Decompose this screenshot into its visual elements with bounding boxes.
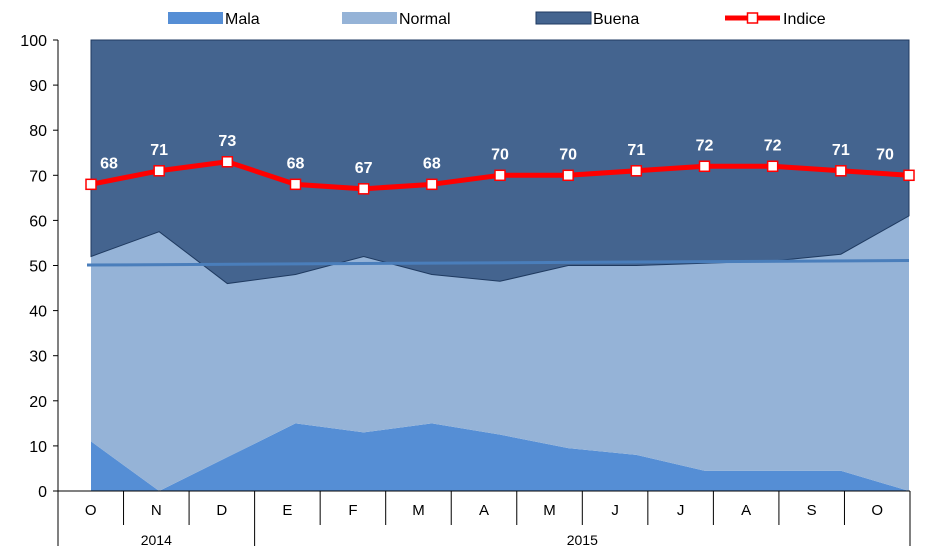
x-tick-label: A (741, 502, 751, 519)
legend-swatch-normal (342, 12, 397, 24)
indice-point (153, 165, 165, 177)
legend-swatch-buena (535, 11, 592, 25)
x-tick-label: J (611, 502, 619, 519)
legend: Mala Normal Buena Indice (168, 11, 826, 28)
axes: 0 10 20 30 40 50 60 70 80 90 100 O N D E F M A M J J A S O 2014 2… (20, 33, 911, 546)
x-tick-label: A (479, 502, 489, 519)
legend-label-normal: Normal (399, 11, 451, 28)
legend-label-mala: Mala (225, 11, 260, 28)
x-tick-label: O (871, 502, 883, 519)
x-tick-label: M (543, 502, 556, 519)
indice-point (903, 169, 915, 182)
indice-data-label: 68 (287, 155, 305, 172)
year-label: 2014 (141, 532, 172, 546)
indice-data-label: 71 (832, 142, 850, 159)
legend-swatch-mala (168, 12, 223, 24)
indice-data-label: 71 (627, 142, 645, 159)
indice-data-label: 72 (764, 137, 782, 154)
indice-point (698, 160, 711, 173)
x-tick-label: D (216, 502, 227, 519)
y-tick-label: 70 (29, 168, 47, 185)
indice-data-label: 70 (491, 146, 509, 163)
indice-point (494, 169, 506, 182)
indice-point (426, 178, 438, 191)
y-tick-label: 50 (29, 259, 47, 276)
trendline-layer (86, 259, 910, 267)
indice-point (766, 160, 779, 173)
y-tick-label: 90 (29, 78, 47, 95)
indice-data-label: 68 (423, 155, 441, 172)
indice-point (85, 178, 97, 191)
y-tick-label: 100 (20, 33, 47, 50)
indice-data-label: 67 (355, 160, 373, 177)
stacked-areas (90, 39, 910, 491)
indice-line-layer (85, 156, 915, 195)
indice-point (835, 165, 847, 177)
y-tick-label: 30 (29, 349, 47, 366)
x-tick-label: E (282, 502, 292, 519)
x-tick-label: F (348, 502, 357, 519)
x-tick-label: J (677, 502, 685, 519)
indice-point (357, 183, 370, 195)
indice-data-label: 70 (876, 146, 894, 163)
indice-data-label: 68 (100, 155, 118, 172)
indice-data-label: 70 (559, 146, 577, 163)
x-tick-label: S (807, 502, 817, 519)
data-labels: 68 71 73 68 67 68 70 70 71 72 72 71 70 (100, 133, 894, 177)
indice-data-label: 73 (218, 133, 236, 150)
area-normal (91, 215, 909, 491)
area-buena (90, 39, 910, 285)
indice-point (562, 169, 574, 182)
y-tick-label: 20 (29, 394, 47, 411)
indice-point (289, 178, 302, 191)
y-tick-label: 80 (29, 123, 47, 140)
year-label: 2015 (567, 532, 598, 546)
legend-label-buena: Buena (593, 11, 639, 28)
x-tick-label: M (412, 502, 425, 519)
y-tick-label: 40 (29, 304, 47, 321)
indice-data-label: 72 (696, 137, 714, 154)
y-tick-label: 60 (29, 213, 47, 230)
x-tick-label: O (85, 502, 97, 519)
legend-label-indice: Indice (783, 11, 826, 28)
x-tick-label: N (151, 502, 162, 519)
trendline (86, 259, 910, 267)
y-tick-label: 10 (29, 439, 47, 456)
indice-point (221, 156, 234, 168)
area-mala (91, 423, 909, 491)
indice-point (630, 165, 643, 177)
legend-marker-indice (746, 12, 759, 24)
y-tick-label: 0 (38, 484, 47, 501)
indice-data-label: 71 (150, 142, 168, 159)
